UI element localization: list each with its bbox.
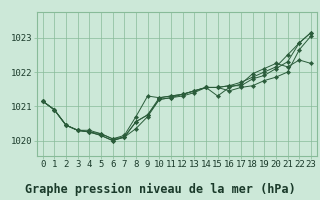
Text: Graphe pression niveau de la mer (hPa): Graphe pression niveau de la mer (hPa) — [25, 183, 295, 196]
